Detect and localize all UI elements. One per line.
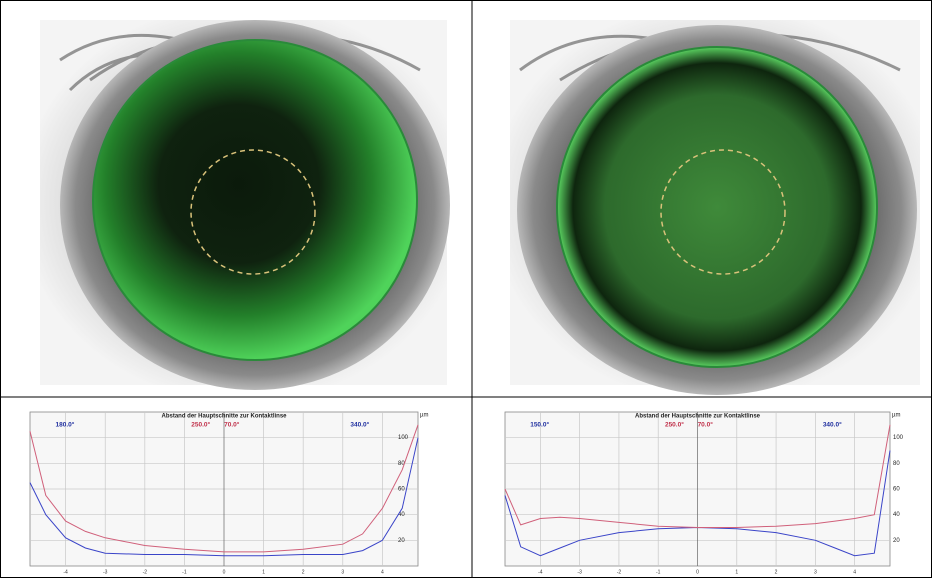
y-tick-label: 60	[398, 487, 405, 493]
y-tick-label: 20	[398, 538, 405, 544]
x-tick-label: 1	[262, 569, 265, 575]
annotation: 150.0°	[530, 421, 549, 429]
y-tick-label: 40	[893, 512, 900, 518]
x-tick-label: 3	[814, 569, 817, 575]
x-tick-label: -1	[182, 569, 187, 575]
annotation: 70.0°	[698, 421, 714, 429]
x-tick-label: -3	[577, 569, 582, 575]
x-tick-label: 2	[302, 569, 305, 575]
chart: 20 40 60 80 100 -4 -3 -2 -1 0 1 2 3 4 Abstand der Haup…	[505, 412, 904, 575]
figure: 20406080100-4-3-2-101234Abstand der Haup…	[0, 0, 932, 578]
x-tick-label: 0	[223, 569, 226, 575]
chart-title: Abstand der Hauptschnitte zur Kontaktlin…	[161, 414, 287, 420]
y-tick-label: 100	[398, 435, 409, 441]
annotation: 250.0°	[665, 421, 684, 429]
y-axis-label: µm	[892, 413, 900, 419]
annotation: 340.0°	[823, 421, 842, 429]
annotation: 180.0°	[55, 421, 74, 429]
eye-image-left	[40, 20, 450, 390]
eye-image-right	[510, 20, 920, 395]
x-tick-label: -4	[538, 569, 543, 575]
y-tick-label: 60	[893, 487, 900, 493]
x-tick-label: 1	[735, 569, 738, 575]
chart-title: Abstand der Hauptschnitte zur Kontaktlin…	[635, 414, 761, 420]
x-tick-label: 0	[696, 569, 699, 575]
y-tick-label: 20	[893, 538, 900, 544]
x-tick-label: 4	[853, 569, 856, 575]
x-tick-label: 3	[341, 569, 344, 575]
x-tick-label: -2	[617, 569, 622, 575]
x-tick-label: -1	[656, 569, 661, 575]
x-tick-label: 4	[381, 569, 384, 575]
annotation: 340.0°	[350, 421, 369, 429]
x-tick-label: -4	[63, 569, 68, 575]
y-tick-label: 80	[893, 461, 900, 467]
x-tick-label: -2	[143, 569, 148, 575]
y-axis-label: µm	[420, 413, 428, 419]
x-tick-label: -3	[103, 569, 108, 575]
x-tick-label: 2	[775, 569, 778, 575]
annotation: 250.0°	[191, 421, 210, 429]
annotation: 70.0°	[224, 421, 240, 429]
y-tick-label: 100	[893, 435, 904, 441]
